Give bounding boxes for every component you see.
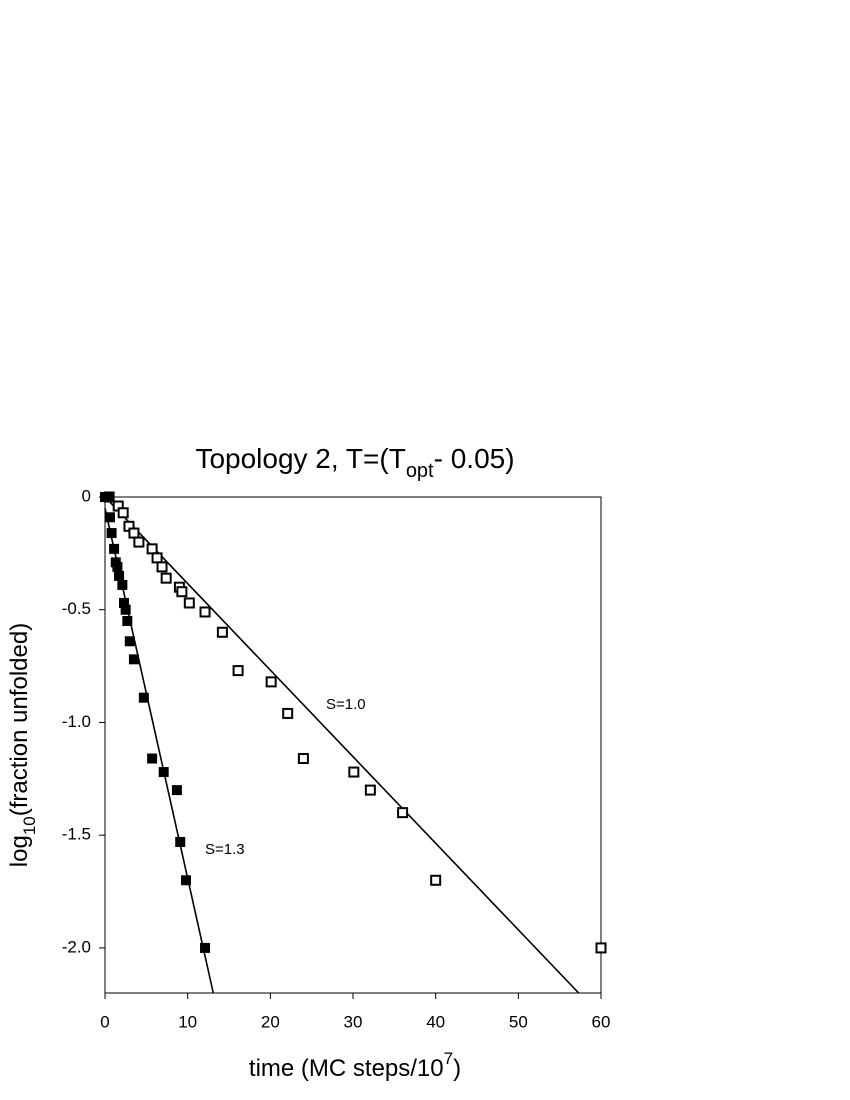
data-point (151, 552, 163, 564)
data-point (117, 507, 129, 519)
title-subscript: opt (406, 460, 434, 482)
x-tick-label: 30 (344, 1012, 363, 1031)
data-point (124, 636, 135, 647)
data-point (282, 707, 294, 719)
data-point (232, 665, 244, 677)
data-point (175, 836, 186, 847)
data-point (348, 766, 360, 778)
x-tick-label: 50 (509, 1012, 528, 1031)
data-point (156, 561, 168, 573)
data-point (104, 512, 115, 523)
data-point (297, 753, 309, 765)
x-tick-label: 10 (178, 1012, 197, 1031)
data-point (183, 597, 195, 609)
data-point (103, 492, 114, 502)
x-tick-label: 0 (100, 1012, 109, 1031)
data-point (117, 579, 128, 590)
data-point (120, 604, 131, 615)
y-tick-label: -1.5 (62, 825, 91, 844)
data-point (138, 692, 149, 703)
y-tick-label: -0.5 (62, 599, 91, 618)
data-point (122, 616, 133, 626)
label-superscript: 7 (444, 1049, 453, 1068)
label-subscript: 10 (20, 816, 39, 835)
title-part: - 0.05) (434, 443, 515, 474)
x-tick-label: 60 (592, 1012, 611, 1031)
data-point (160, 572, 172, 584)
data-point (109, 543, 120, 554)
chart-title: Topology 2, T=(Topt- 0.05) (195, 443, 514, 482)
data-point (181, 875, 192, 886)
data-point (114, 570, 125, 581)
data-point (171, 785, 182, 796)
data-point (147, 753, 158, 764)
x-tick-label: 40 (426, 1012, 445, 1031)
x-axis-label: time (MC steps/107) (249, 1049, 461, 1082)
label-part: (fraction unfolded) (6, 623, 33, 816)
data-point (430, 874, 442, 886)
data-point (397, 807, 409, 819)
data-point (216, 626, 228, 638)
fit-line (104, 496, 580, 994)
label-part: log (6, 835, 33, 867)
data-point (176, 586, 188, 598)
y-axis-label: log10(fraction unfolded) (6, 623, 39, 867)
x-tick-label: 20 (261, 1012, 280, 1031)
annotation: S=1.3 (205, 841, 245, 858)
data-point (133, 536, 145, 548)
data-point (200, 942, 211, 953)
data-point (119, 597, 130, 608)
y-tick-label: -2.0 (62, 937, 91, 956)
data-point (146, 543, 158, 555)
label-part: ) (453, 1055, 461, 1082)
title-part: Topology 2, T=(T (195, 443, 405, 474)
data-point (595, 942, 607, 954)
data-point (106, 528, 117, 539)
data-point (128, 527, 140, 539)
data-point (364, 784, 376, 796)
data-point (265, 676, 277, 688)
annotation: S=1.0 (326, 696, 366, 713)
plot-frame (104, 496, 602, 994)
data-point (112, 561, 123, 572)
y-tick-label: 0 (82, 486, 91, 505)
data-point (199, 606, 211, 618)
y-tick-label: -1.0 (62, 712, 91, 731)
data-point (128, 654, 139, 665)
label-part: time (MC steps/10 (249, 1055, 444, 1082)
data-point (158, 767, 169, 778)
